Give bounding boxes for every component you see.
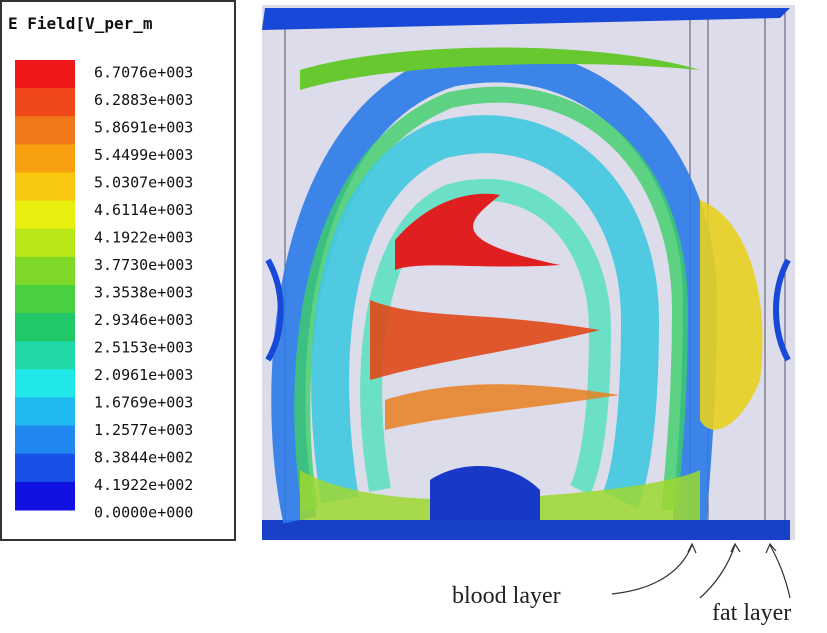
legend-label: 3.3538e+003 (94, 284, 193, 302)
top-band (262, 8, 790, 30)
arrowhead (730, 542, 741, 553)
arrowhead (765, 542, 777, 554)
bottom-blue (430, 466, 540, 520)
color-swatch (15, 285, 75, 314)
green-shell (294, 86, 689, 512)
arrow (611, 544, 693, 595)
color-swatch (15, 341, 75, 370)
legend-label: 1.2577e+003 (94, 421, 193, 439)
color-swatch (15, 60, 75, 89)
color-swatch (15, 116, 75, 145)
green-band (300, 47, 700, 90)
color-swatch (15, 88, 75, 117)
color-swatch (15, 425, 75, 455)
cyan-shell (311, 115, 660, 509)
legend: 6.7076e+003 6.2883e+003 5.8691e+003 5.4499e… (15, 60, 193, 522)
annotation-arrows (611, 542, 791, 599)
color-swatch (15, 481, 75, 511)
legend-label: 8.3844e+002 (94, 449, 193, 467)
legend-label: 3.7730e+003 (94, 256, 193, 274)
bottom-band (262, 520, 790, 540)
warm-band (385, 384, 620, 430)
legend-label: 6.2883e+003 (94, 91, 193, 109)
color-swatch (15, 453, 75, 483)
color-swatch (15, 369, 75, 398)
arrow (699, 544, 736, 599)
annotation: fat layer (712, 600, 791, 626)
color-swatch (15, 144, 75, 173)
legend-title: E Field[V_per_m (8, 14, 153, 33)
legend-label: 2.9346e+003 (94, 311, 193, 329)
legend-label: 2.5153e+003 (94, 339, 193, 357)
legend-label: 4.6114e+003 (94, 201, 193, 219)
outer-shell (271, 48, 718, 524)
side-arc (265, 258, 284, 362)
arrow (769, 544, 791, 599)
color-swatch (15, 228, 75, 258)
legend-label: 1.6769e+003 (94, 394, 193, 412)
hot-spot (395, 193, 560, 270)
color-swatch (15, 313, 75, 342)
legend-label: 4.1922e+003 (94, 229, 193, 247)
annotation: blood layer (452, 583, 561, 609)
color-swatch (15, 397, 75, 427)
fat-hot-region (700, 200, 763, 430)
legend-label: 0.0000e+000 (94, 504, 193, 522)
arrowhead (687, 542, 697, 554)
hot-spot (370, 300, 600, 380)
side-arc (773, 258, 791, 362)
color-swatch (15, 172, 75, 202)
legend-label: 4.1922e+002 (94, 476, 193, 494)
color-swatch (15, 200, 75, 230)
color-swatch (15, 256, 75, 286)
legend-label: 5.4499e+003 (94, 146, 193, 164)
legend-label: 6.7076e+003 (94, 64, 193, 82)
bottom-green (300, 470, 700, 520)
legend-label: 5.8691e+003 (94, 119, 193, 137)
field-plot (262, 5, 795, 540)
legend-label: 2.0961e+003 (94, 366, 193, 384)
legend-label: 5.0307e+003 (94, 174, 193, 192)
